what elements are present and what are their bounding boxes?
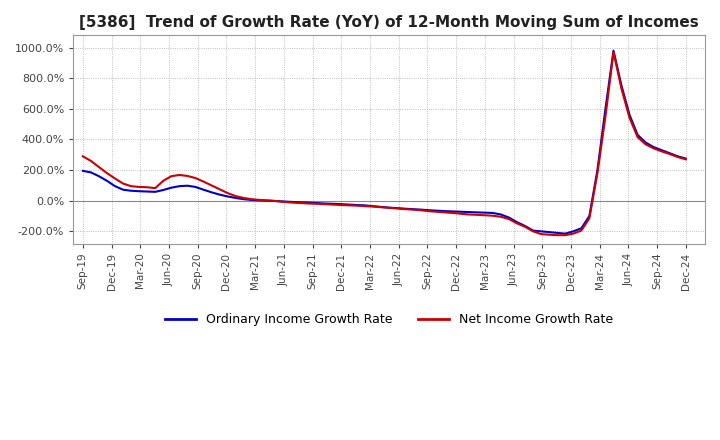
Legend: Ordinary Income Growth Rate, Net Income Growth Rate: Ordinary Income Growth Rate, Net Income …: [160, 308, 618, 331]
Title: [5386]  Trend of Growth Rate (YoY) of 12-Month Moving Sum of Incomes: [5386] Trend of Growth Rate (YoY) of 12-…: [79, 15, 699, 30]
